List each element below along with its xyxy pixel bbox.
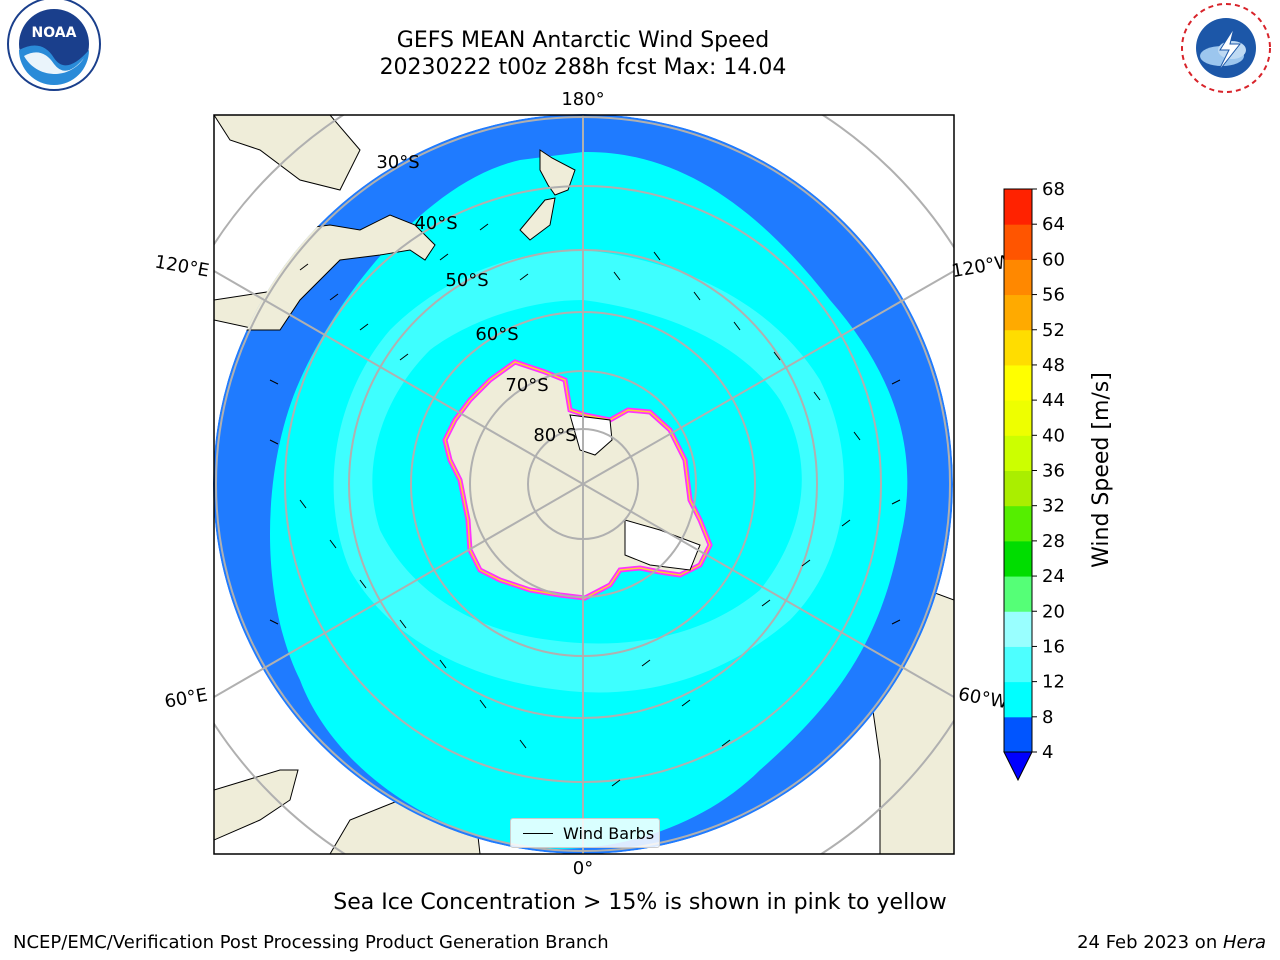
colorbar-tick-label: 48 (1042, 355, 1065, 376)
lat-label-50s: 50°S (445, 270, 488, 291)
land-new-zealand (539, 149, 576, 196)
colorbar-cell (1004, 716, 1032, 753)
footer-credit: NCEP/EMC/Verification Post Processing Pr… (13, 932, 609, 953)
colorbar-tick-label: 20 (1042, 601, 1065, 622)
colorbar-tick-label: 52 (1042, 320, 1065, 341)
ronne-ice-shelf (624, 519, 701, 571)
colorbar-tick-label: 4 (1042, 742, 1053, 763)
lat-label-40s: 40°S (414, 213, 457, 234)
colorbar-tick-label: 60 (1042, 249, 1065, 270)
ross-ice-shelf (569, 414, 613, 456)
sea-ice-note: Sea Ice Concentration > 15% is shown in … (333, 890, 947, 915)
colorbar-cell (1004, 470, 1032, 507)
colorbar-cell (1004, 189, 1032, 225)
colorbar-cell (1004, 505, 1032, 542)
colorbar-cell (1004, 435, 1032, 471)
colorbar-tick-label: 32 (1042, 496, 1065, 517)
colorbar-extend-triangle (1003, 751, 1033, 782)
colorbar-tick-label: 68 (1042, 180, 1065, 200)
colorbar-tick-label: 36 (1042, 461, 1065, 482)
colorbar-cell (1004, 329, 1032, 366)
graticule (214, 115, 954, 854)
colorbar-cell (1004, 681, 1032, 718)
colorbar-cell (1004, 576, 1032, 612)
colorbar-cell (1004, 540, 1032, 577)
lat-label-70s: 70°S (505, 375, 548, 396)
lat-label-30s: 30°S (376, 152, 419, 173)
nws-logo (1180, 2, 1272, 94)
plot-subtitle: 20230222 t00z 288h fcst Max: 14.04 (379, 55, 787, 80)
footer-host: Hera (1222, 932, 1266, 953)
wind-barbs (269, 223, 901, 787)
colorbar-cell (1004, 646, 1032, 683)
land-madagascar (214, 769, 299, 841)
colorbar-cell (1004, 611, 1032, 647)
lon-label-60e: 60°E (163, 684, 209, 712)
map-legend: Wind Barbs (510, 818, 660, 848)
noaa-logo-text: NOAA (32, 25, 77, 41)
colorbar-cell (1004, 259, 1032, 296)
colorbar-cell (1004, 400, 1032, 436)
lat-label-80s: 80°S (533, 425, 576, 446)
noaa-logo: NOAA (7, 0, 101, 91)
lon-label-0: 0° (573, 858, 593, 879)
colorbar-tick-label: 44 (1042, 390, 1065, 411)
colorbar-tick-label: 28 (1042, 531, 1065, 552)
lat-label-60s: 60°S (475, 324, 518, 345)
colorbar-tick-label: 8 (1042, 707, 1053, 728)
footer-date-text: 24 Feb 2023 on (1077, 932, 1223, 953)
plot-title: GEFS MEAN Antarctic Wind Speed (396, 28, 770, 53)
legend-label: Wind Barbs (563, 823, 655, 843)
colorbar-tick-label: 16 (1042, 636, 1065, 657)
footer-date: 24 Feb 2023 on Hera (1077, 932, 1266, 953)
colorbar-tick-label: 24 (1042, 566, 1065, 587)
colorbar-tick-label: 56 (1042, 285, 1065, 306)
colorbar-cells (1004, 189, 1032, 753)
colorbar-cell (1004, 224, 1032, 260)
colorbar-tick-label: 40 (1042, 425, 1065, 446)
colorbar-label: Wind Speed [m/s] (1089, 372, 1114, 568)
colorbar-cell (1004, 364, 1032, 401)
colorbar-tick-label: 12 (1042, 672, 1065, 693)
lon-label-180: 180° (561, 89, 604, 110)
legend-line-swatch (523, 832, 553, 834)
colorbar-cell (1004, 294, 1032, 331)
colorbar-tick-label: 64 (1042, 214, 1065, 235)
lon-label-120e: 120°E (153, 251, 211, 281)
